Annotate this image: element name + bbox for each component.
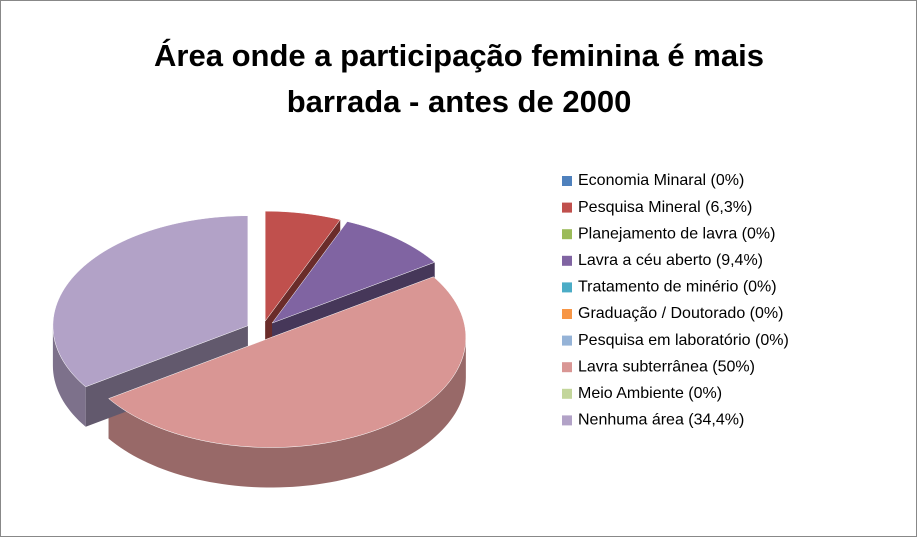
legend: Economia Minaral (0%) Pesquisa Mineral (6… bbox=[562, 172, 789, 429]
legend-swatch bbox=[562, 255, 572, 266]
legend-label: Meio Ambiente (0%) bbox=[578, 385, 722, 402]
legend-label: Planejamento de lavra (0%) bbox=[578, 225, 775, 242]
legend-swatch bbox=[562, 229, 572, 240]
chart-title: barrada - antes de 2000 bbox=[287, 84, 632, 119]
legend-label: Lavra subterrânea (50%) bbox=[578, 358, 755, 375]
legend-label: Tratamento de minério (0%) bbox=[578, 279, 777, 296]
legend-label: Pesquisa em laboratório (0%) bbox=[578, 332, 789, 349]
legend-swatch bbox=[562, 335, 572, 346]
slice bbox=[108, 276, 467, 448]
legend-swatch bbox=[562, 176, 572, 186]
legend-label: Pesquisa Mineral (6,3%) bbox=[578, 199, 752, 216]
legend-swatch bbox=[562, 282, 572, 293]
slice-side bbox=[52, 325, 86, 427]
legend-label: Economia Minaral (0%) bbox=[578, 172, 744, 189]
pie bbox=[52, 210, 467, 488]
legend-swatch bbox=[562, 415, 572, 426]
chart-title: Área onde a participação feminina é mais bbox=[154, 38, 764, 73]
legend-swatch bbox=[562, 362, 572, 373]
legend-label: Lavra a céu aberto (9,4%) bbox=[578, 252, 763, 269]
slice bbox=[264, 210, 341, 322]
legend-swatch bbox=[562, 309, 572, 319]
slice bbox=[271, 221, 436, 324]
legend-label: Nenhuma área (34,4%) bbox=[578, 412, 744, 429]
legend-label: Graduação / Doutorado (0%) bbox=[578, 305, 783, 322]
legend-swatch bbox=[562, 388, 572, 399]
slice bbox=[52, 215, 249, 388]
slice-side bbox=[108, 337, 466, 488]
legend-swatch bbox=[562, 202, 572, 213]
